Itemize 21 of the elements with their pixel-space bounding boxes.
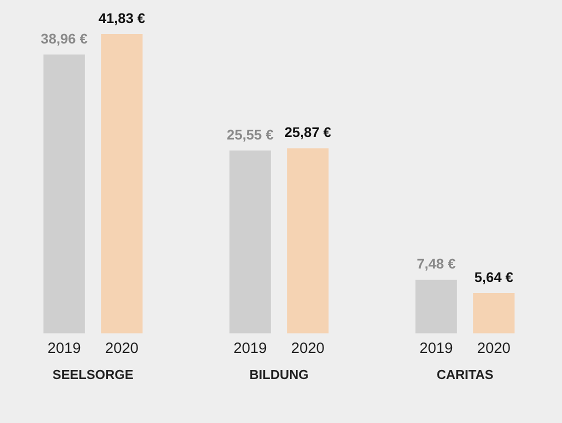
bar xyxy=(229,150,271,334)
bar xyxy=(287,148,329,334)
x-tick-label: BILDUNG xyxy=(249,366,309,382)
bar xyxy=(101,34,143,334)
data-label: 41,83 € xyxy=(98,10,146,26)
data-label: 5,64 € xyxy=(474,268,514,285)
text: 2019 xyxy=(233,340,267,358)
data-label: 38,96 € xyxy=(40,30,88,46)
text: 2020 xyxy=(477,340,511,358)
data-label: 7,48 € xyxy=(416,256,456,272)
data-label: 25,55 € xyxy=(226,126,274,142)
x-tick-label: SEELSORGE xyxy=(52,366,134,382)
text: 2020 xyxy=(291,340,325,358)
series-label: 2019 xyxy=(47,340,81,358)
bar xyxy=(415,280,457,334)
bar xyxy=(43,54,85,334)
bar xyxy=(473,293,515,334)
text: 2019 xyxy=(419,340,453,358)
data-label: 25,87 € xyxy=(284,124,332,140)
series-label: 2020 xyxy=(105,340,139,358)
x-tick-label: CARITAS xyxy=(436,366,494,382)
